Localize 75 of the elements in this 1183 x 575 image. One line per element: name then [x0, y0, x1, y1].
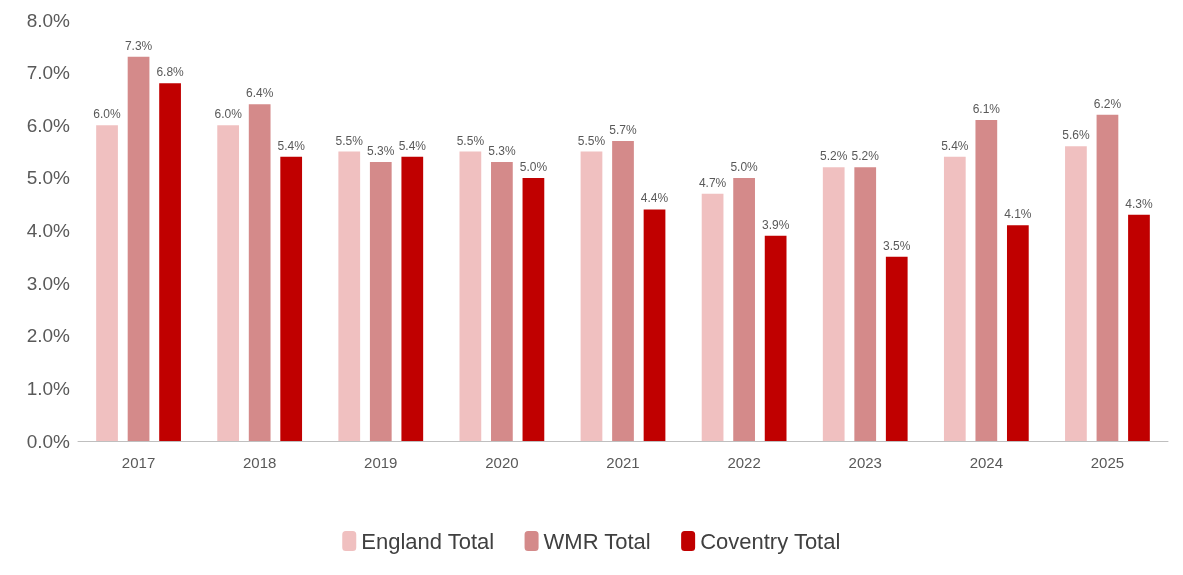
- legend-label: England Total: [361, 528, 495, 554]
- bar: [1128, 214, 1150, 441]
- data-label: 4.4%: [640, 191, 669, 206]
- y-tick-label: 6.0%: [26, 114, 71, 136]
- bar: [338, 151, 361, 441]
- data-label: 5.5%: [456, 133, 485, 148]
- bar: [822, 167, 845, 441]
- data-label: 7.3%: [124, 38, 153, 53]
- bar: [369, 162, 392, 441]
- x-tick-label: 2022: [727, 454, 761, 471]
- y-tick-label: 7.0%: [26, 62, 71, 84]
- bar: [854, 167, 877, 441]
- data-label: 5.0%: [519, 159, 548, 174]
- data-label: 6.0%: [214, 107, 243, 122]
- data-label: 4.1%: [1004, 207, 1032, 222]
- bar: [401, 156, 424, 441]
- data-label: 5.5%: [335, 133, 364, 148]
- bar: [248, 104, 271, 441]
- data-label: 5.2%: [820, 149, 848, 164]
- bar: [885, 256, 908, 441]
- y-tick-label: 4.0%: [26, 220, 71, 241]
- data-label: 5.3%: [367, 144, 395, 159]
- bar: [733, 177, 755, 441]
- y-tick-label: 0.0%: [26, 430, 71, 452]
- bar: [127, 56, 150, 441]
- data-label: 6.2%: [1093, 96, 1122, 111]
- x-tick-label: 2025: [1090, 454, 1125, 471]
- data-label: 6.0%: [93, 107, 122, 122]
- bar: [96, 125, 118, 441]
- data-label: 5.3%: [488, 144, 516, 159]
- bar: [1096, 114, 1119, 441]
- bar: [943, 156, 966, 441]
- bar: [580, 151, 603, 441]
- data-label: 6.1%: [972, 101, 1001, 116]
- x-tick-label: 2018: [242, 454, 277, 471]
- bar: [643, 209, 666, 441]
- data-label: 5.4%: [398, 138, 427, 153]
- bar: [217, 125, 240, 441]
- data-label: 5.6%: [1062, 128, 1090, 143]
- bar: [764, 235, 787, 441]
- bar: [1006, 225, 1029, 441]
- bar: [522, 177, 545, 441]
- y-tick-label: 1.0%: [26, 377, 71, 399]
- data-label: 3.9%: [761, 217, 790, 232]
- y-tick-label: 2.0%: [26, 325, 71, 347]
- data-label: 5.7%: [609, 123, 637, 138]
- data-label: 5.4%: [941, 138, 969, 153]
- bar: [491, 162, 513, 441]
- bar: [975, 119, 998, 441]
- bar: [159, 83, 181, 441]
- bar: [280, 156, 303, 441]
- data-label: 6.4%: [245, 86, 274, 101]
- x-tick-label: 2021: [606, 454, 640, 471]
- x-tick-label: 2023: [848, 454, 882, 471]
- bar: [701, 193, 724, 441]
- y-tick-label: 8.0%: [26, 9, 71, 31]
- bar: [1065, 146, 1087, 441]
- data-label: 5.5%: [577, 133, 606, 148]
- data-label: 3.5%: [883, 238, 911, 253]
- data-label: 5.4%: [277, 138, 306, 153]
- x-tick-label: 2019: [364, 454, 398, 471]
- legend-label: WMR Total: [543, 528, 651, 554]
- x-tick-label: 2017: [121, 454, 156, 471]
- y-tick-label: 3.0%: [26, 272, 71, 294]
- bar: [459, 151, 482, 441]
- bar: [612, 141, 634, 441]
- data-label: 5.2%: [851, 149, 880, 164]
- legend-label: Coventry Total: [700, 528, 841, 554]
- data-label: 4.3%: [1125, 196, 1153, 211]
- data-label: 4.7%: [698, 175, 727, 190]
- data-label: 5.0%: [730, 159, 759, 174]
- data-label: 6.8%: [156, 65, 185, 80]
- x-tick-label: 2024: [969, 454, 1004, 471]
- x-tick-label: 2020: [485, 454, 519, 471]
- y-tick-label: 5.0%: [26, 167, 71, 189]
